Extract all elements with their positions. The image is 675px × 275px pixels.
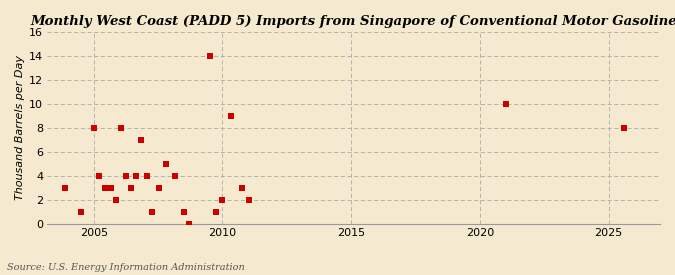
Point xyxy=(136,138,146,142)
Point xyxy=(105,186,116,190)
Point xyxy=(110,198,121,202)
Point xyxy=(76,210,86,214)
Point xyxy=(131,174,142,178)
Point xyxy=(126,186,136,190)
Point xyxy=(115,126,126,130)
Y-axis label: Thousand Barrels per Day: Thousand Barrels per Day xyxy=(15,55,25,200)
Point xyxy=(178,210,189,214)
Point xyxy=(205,54,215,58)
Point xyxy=(226,114,237,118)
Point xyxy=(169,174,180,178)
Point xyxy=(154,186,165,190)
Point xyxy=(60,186,71,190)
Text: Source: U.S. Energy Information Administration: Source: U.S. Energy Information Administ… xyxy=(7,263,244,272)
Point xyxy=(88,126,99,130)
Title: Monthly West Coast (PADD 5) Imports from Singapore of Conventional Motor Gasolin: Monthly West Coast (PADD 5) Imports from… xyxy=(30,15,675,28)
Point xyxy=(184,222,194,226)
Point xyxy=(244,198,255,202)
Point xyxy=(217,198,228,202)
Point xyxy=(121,174,132,178)
Point xyxy=(236,186,247,190)
Point xyxy=(211,210,221,214)
Point xyxy=(94,174,105,178)
Point xyxy=(161,162,171,166)
Point xyxy=(618,126,629,130)
Point xyxy=(141,174,152,178)
Point xyxy=(500,102,511,106)
Point xyxy=(100,186,111,190)
Point xyxy=(146,210,157,214)
